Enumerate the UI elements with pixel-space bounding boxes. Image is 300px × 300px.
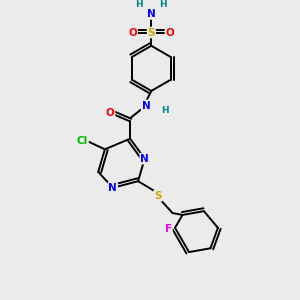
Text: N: N <box>142 100 150 110</box>
Text: F: F <box>165 224 172 234</box>
Text: S: S <box>148 28 155 38</box>
Text: N: N <box>147 9 156 19</box>
Text: H: H <box>136 0 143 9</box>
Text: H: H <box>160 0 167 9</box>
Text: Cl: Cl <box>77 136 88 146</box>
Text: N: N <box>140 154 149 164</box>
Text: O: O <box>128 28 137 38</box>
Text: O: O <box>106 109 115 118</box>
Text: H: H <box>161 106 168 115</box>
Text: O: O <box>166 28 174 38</box>
Text: S: S <box>154 191 162 201</box>
Text: N: N <box>109 183 117 193</box>
